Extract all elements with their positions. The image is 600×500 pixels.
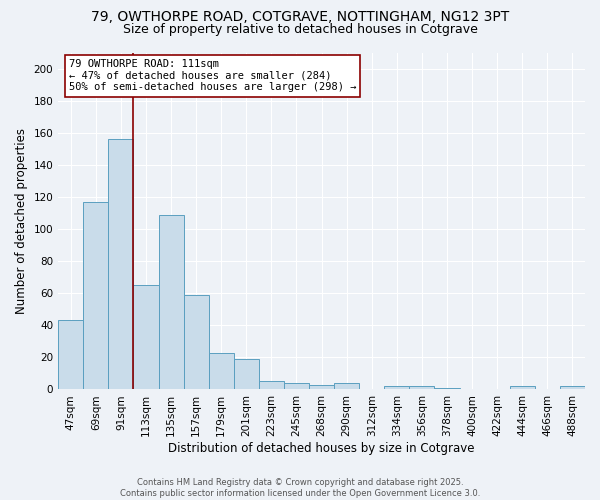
Bar	[209, 352, 234, 390]
Text: Contains HM Land Registry data © Crown copyright and database right 2025.
Contai: Contains HM Land Registry data © Crown c…	[120, 478, 480, 498]
Text: 79 OWTHORPE ROAD: 111sqm
← 47% of detached houses are smaller (284)
50% of semi-: 79 OWTHORPE ROAD: 111sqm ← 47% of detach…	[69, 59, 356, 92]
Bar	[334, 383, 359, 390]
Bar	[58, 320, 83, 390]
Bar	[259, 382, 284, 390]
Bar	[510, 386, 535, 390]
Bar	[184, 295, 209, 390]
Bar	[309, 384, 334, 390]
Bar	[284, 383, 309, 390]
Bar	[409, 386, 434, 390]
Text: Size of property relative to detached houses in Cotgrave: Size of property relative to detached ho…	[122, 22, 478, 36]
Bar	[385, 386, 409, 390]
Bar	[133, 285, 158, 390]
Text: 79, OWTHORPE ROAD, COTGRAVE, NOTTINGHAM, NG12 3PT: 79, OWTHORPE ROAD, COTGRAVE, NOTTINGHAM,…	[91, 10, 509, 24]
Bar	[434, 388, 460, 390]
Bar	[83, 202, 109, 390]
Y-axis label: Number of detached properties: Number of detached properties	[15, 128, 28, 314]
Bar	[234, 359, 259, 390]
X-axis label: Distribution of detached houses by size in Cotgrave: Distribution of detached houses by size …	[169, 442, 475, 455]
Bar	[560, 386, 585, 390]
Bar	[109, 139, 133, 390]
Bar	[158, 214, 184, 390]
